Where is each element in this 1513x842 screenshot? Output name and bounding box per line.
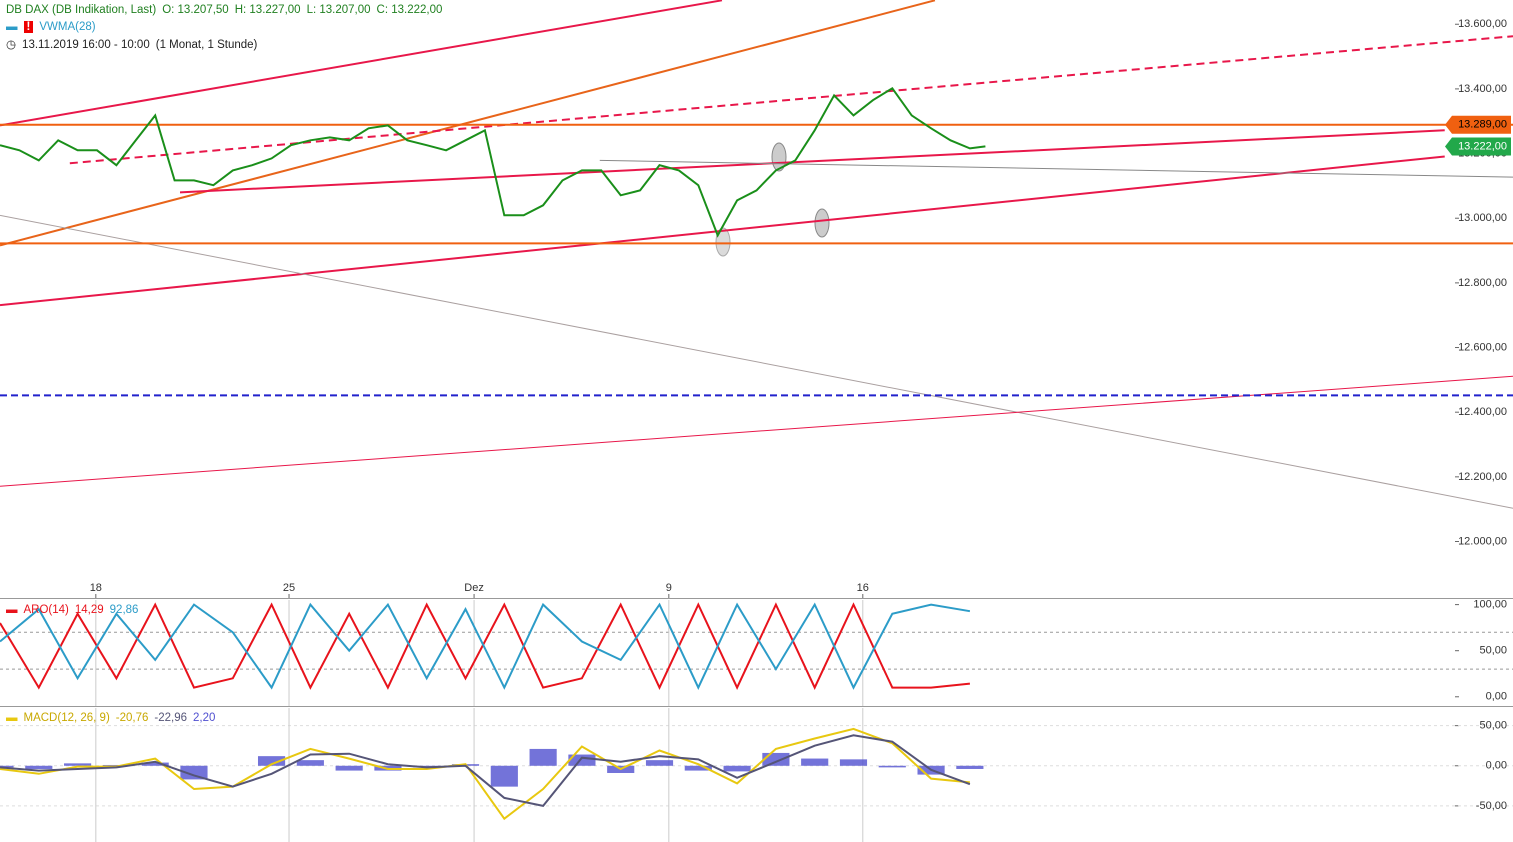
histogram-bar [956, 765, 984, 769]
y-tick-label: 12.000,00 [1458, 535, 1507, 547]
y-tick-label: 12.600,00 [1458, 341, 1507, 353]
histogram-bar [0, 765, 14, 768]
legend-value: -22,96 [154, 712, 187, 724]
price-tag [1445, 115, 1511, 134]
y-tick-label: 50,00 [1479, 720, 1507, 732]
alert-icon: ! [23, 21, 34, 33]
histogram-bar [878, 765, 906, 768]
histogram-bar [529, 748, 557, 766]
histogram-bar [801, 758, 829, 766]
icon: ▬ [6, 712, 18, 724]
x-tick-label: Dez [464, 582, 484, 594]
y-tick-label: 50,00 [1479, 645, 1507, 657]
series-line [0, 602, 971, 690]
y-tick-label: 12.800,00 [1458, 277, 1507, 289]
legend-value: 14,29 [74, 604, 104, 616]
ohlc: C: 13.222,00 [376, 4, 443, 16]
histogram-bar [335, 765, 363, 771]
y-tick-label: 13.400,00 [1458, 83, 1507, 95]
legend-title: MACD(12, 26, 9) [23, 712, 110, 724]
y-tick-label: 12.400,00 [1458, 406, 1507, 418]
trend-line [69, 35, 1513, 165]
trend-line [0, 0, 936, 247]
trend-line [0, 0, 723, 127]
x-tick-label: 18 [90, 582, 102, 594]
series-line [0, 602, 971, 690]
ohlc: H: 13.227,00 [234, 4, 301, 16]
histogram-bar [723, 765, 751, 772]
histogram-bar [25, 765, 53, 769]
histogram-bar [490, 765, 518, 787]
y-tick-label: 0,00 [1486, 760, 1507, 772]
y-tick-label: 100,00 [1473, 599, 1507, 611]
legend-value: -20,76 [115, 712, 149, 724]
x-tick-label: 25 [283, 582, 295, 594]
period: ◷ 13.11.2019 16:00 - 10:00 (1 Monat, 1 Stu… [6, 37, 263, 51]
histogram-bar [64, 763, 92, 766]
price-tag [1445, 137, 1511, 156]
range-label: (1 Monat, 1 Stunde) [155, 39, 258, 51]
ohlc: O: 13.207,50 [162, 4, 229, 16]
price-tag-label: 13.222,00 [1458, 140, 1507, 152]
period-label: 13.11.2019 16:00 - 10:00 [22, 39, 150, 51]
legend-value: 2,20 [193, 712, 216, 724]
title: DB DAX (DB Indikation, Last) [6, 4, 157, 16]
icon: ▬ [6, 21, 18, 33]
x-tick-label: 9 [666, 582, 672, 594]
indicator: ▬! VWMA(28) [6, 21, 102, 33]
legend-value: 92,86 [109, 604, 139, 616]
trend-line [0, 375, 1513, 487]
series-line [0, 734, 971, 808]
y-tick-label: -50,00 [1476, 800, 1507, 812]
indicator-label: VWMA(28) [39, 21, 96, 33]
trend-line [0, 155, 1445, 307]
histogram-bar [296, 760, 324, 766]
trend-line [179, 129, 1445, 194]
clock-icon: ◷ [6, 39, 17, 51]
y-tick-label: 12.200,00 [1458, 471, 1507, 483]
series-line [0, 86, 986, 238]
trend-line [599, 159, 1513, 178]
y-tick-label: 13.600,00 [1458, 18, 1507, 30]
histogram-bar [684, 765, 712, 771]
marker-ellipse [814, 208, 830, 238]
histogram-bar [645, 760, 674, 766]
histogram-bar [180, 765, 208, 780]
y-tick-label: 13.000,00 [1458, 212, 1507, 224]
ohlc: L: 13.207,00 [306, 4, 371, 16]
histogram-bar [762, 752, 790, 766]
marker-ellipse [715, 227, 731, 257]
legend-title: ARO(14) [23, 604, 69, 616]
macd-legend: ▬ MACD(12, 26, 9) -20,76 -22,96 2,20 [6, 712, 221, 724]
aro-legend: ▬ ARO(14) 14,29 92,86 [6, 604, 144, 616]
x-tick-label: 16 [857, 582, 869, 594]
histogram-bar [257, 756, 286, 766]
icon: ▬ [6, 604, 18, 616]
y-tick-label: 0,00 [1486, 691, 1507, 703]
histogram-bar [102, 764, 130, 766]
histogram-bar [568, 754, 596, 766]
histogram-bar [839, 759, 868, 766]
trend-line [0, 214, 1513, 509]
histogram-bar [141, 762, 169, 766]
header: DB DAX (DB Indikation, Last) O: 13.207,50… [6, 4, 448, 16]
price-tag-label: 13.289,00 [1458, 119, 1507, 131]
